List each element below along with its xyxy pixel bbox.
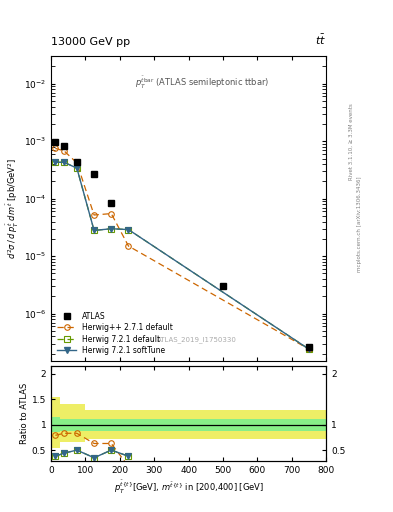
Legend: ATLAS, Herwig++ 2.7.1 default, Herwig 7.2.1 default, Herwig 7.2.1 softTune: ATLAS, Herwig++ 2.7.1 default, Herwig 7.… [55, 310, 176, 357]
Y-axis label: Ratio to ATLAS: Ratio to ATLAS [20, 383, 29, 444]
Herwig 7.2.1 default [92, 227, 96, 233]
ATLAS [109, 200, 114, 206]
Herwig 7.2.1 default [53, 159, 58, 165]
Y-axis label: $d^2\sigma\,/\,d\,p_T^{\bar{t}}\,d\,m^{\bar{t}}$ [pb/GeV$^2$]: $d^2\sigma\,/\,d\,p_T^{\bar{t}}\,d\,m^{\… [5, 158, 21, 259]
ATLAS [221, 283, 226, 289]
Line: Herwig++ 2.7.1 default: Herwig++ 2.7.1 default [53, 145, 312, 352]
Herwig 7.2.1 default [126, 226, 131, 232]
Herwig 7.2.1 softTune [75, 165, 79, 171]
Herwig 7.2.1 default [307, 346, 311, 352]
Herwig 7.2.1 default [62, 159, 66, 165]
Herwig 7.2.1 softTune [109, 226, 114, 232]
ATLAS [62, 143, 66, 149]
Herwig++ 2.7.1 default [53, 145, 58, 152]
Text: 13000 GeV pp: 13000 GeV pp [51, 37, 130, 47]
Herwig 7.2.1 softTune [126, 226, 131, 232]
Line: ATLAS: ATLAS [52, 139, 312, 350]
Text: $p_T^{\bar{t}\mathrm{bar}}$ (ATLAS semileptonic ttbar): $p_T^{\bar{t}\mathrm{bar}}$ (ATLAS semil… [135, 75, 270, 91]
Herwig 7.2.1 softTune [62, 159, 66, 165]
Line: Herwig 7.2.1 default: Herwig 7.2.1 default [53, 160, 312, 352]
ATLAS [307, 344, 311, 350]
Text: mcplots.cern.ch [arXiv:1306.3436]: mcplots.cern.ch [arXiv:1306.3436] [357, 176, 362, 272]
Herwig++ 2.7.1 default [126, 243, 131, 249]
Herwig++ 2.7.1 default [62, 148, 66, 154]
Herwig 7.2.1 softTune [92, 227, 96, 233]
Herwig++ 2.7.1 default [307, 346, 311, 352]
Herwig++ 2.7.1 default [109, 210, 114, 217]
Herwig 7.2.1 default [75, 165, 79, 171]
Herwig++ 2.7.1 default [75, 160, 79, 166]
ATLAS [53, 139, 58, 145]
Herwig 7.2.1 softTune [53, 159, 58, 165]
Text: ATLAS_2019_I1750330: ATLAS_2019_I1750330 [157, 336, 237, 343]
Line: Herwig 7.2.1 softTune: Herwig 7.2.1 softTune [53, 160, 312, 352]
ATLAS [75, 159, 79, 165]
Herwig 7.2.1 default [109, 226, 114, 232]
Herwig 7.2.1 softTune [307, 346, 311, 352]
Herwig++ 2.7.1 default [92, 212, 96, 218]
Text: $t\bar{t}$: $t\bar{t}$ [315, 33, 326, 47]
X-axis label: $p_T^{\bar{t}\{t\}}$[GeV], $m^{\bar{t}\{t\}}$ in [200,400] [GeV]: $p_T^{\bar{t}\{t\}}$[GeV], $m^{\bar{t}\{… [114, 479, 264, 496]
ATLAS [92, 171, 96, 177]
Text: Rivet 3.1.10, ≥ 3.3M events: Rivet 3.1.10, ≥ 3.3M events [349, 103, 354, 180]
